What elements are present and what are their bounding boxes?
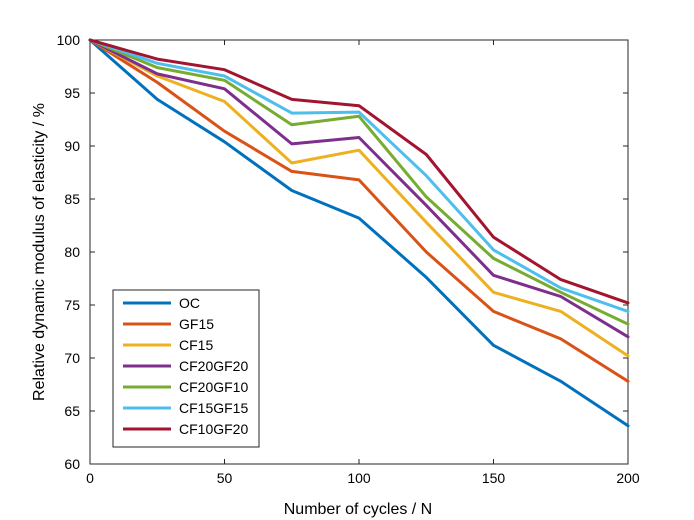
x-tick-label: 150: [482, 470, 506, 486]
series-line-cf15gf15: [88, 38, 630, 313]
series-line-cf20gf20: [88, 38, 630, 339]
y-tick-label: 65: [64, 403, 80, 419]
legend-label: CF15: [179, 337, 213, 353]
y-tick-label: 85: [64, 191, 80, 207]
x-tick-label: 50: [217, 470, 233, 486]
y-tick-label: 70: [64, 350, 80, 366]
y-tick-label: 100: [57, 32, 81, 48]
x-axis-label: Number of cycles / N: [284, 501, 432, 518]
legend-label: OC: [179, 295, 200, 311]
series-line-cf15: [88, 38, 630, 358]
axis-ticks: 0 50 100 150 200 60 65 70 75 80 85 90 95 100: [57, 32, 640, 486]
x-tick-label: 0: [86, 470, 94, 486]
legend-label: CF20GF10: [179, 379, 248, 395]
legend-label: GF15: [179, 316, 214, 332]
series-line-cf20gf10: [88, 38, 630, 326]
y-axis-label: Relative dynamic modulus of elasticity /…: [31, 103, 48, 401]
y-tick-label: 80: [64, 244, 80, 260]
legend-box: [112, 289, 260, 448]
x-tick-label: 200: [616, 470, 640, 486]
legend-label: CF15GF15: [179, 400, 248, 416]
y-tick-label: 75: [64, 297, 80, 313]
y-tick-label: 90: [64, 138, 80, 154]
series-line-gf15: [88, 38, 630, 383]
y-tick-label: 95: [64, 85, 80, 101]
legend-label: CF20GF20: [179, 358, 248, 374]
legend: OC GF15 CF15 CF20GF20 CF20GF10 CF15GF15 CF10GF…: [112, 289, 260, 448]
legend-label: CF10GF20: [179, 421, 248, 437]
series-lines: [88, 38, 630, 428]
x-tick-label: 100: [347, 470, 371, 486]
series-line-oc: [88, 38, 630, 428]
y-tick-label: 60: [64, 456, 80, 472]
series-line-cf10gf20: [88, 38, 630, 305]
